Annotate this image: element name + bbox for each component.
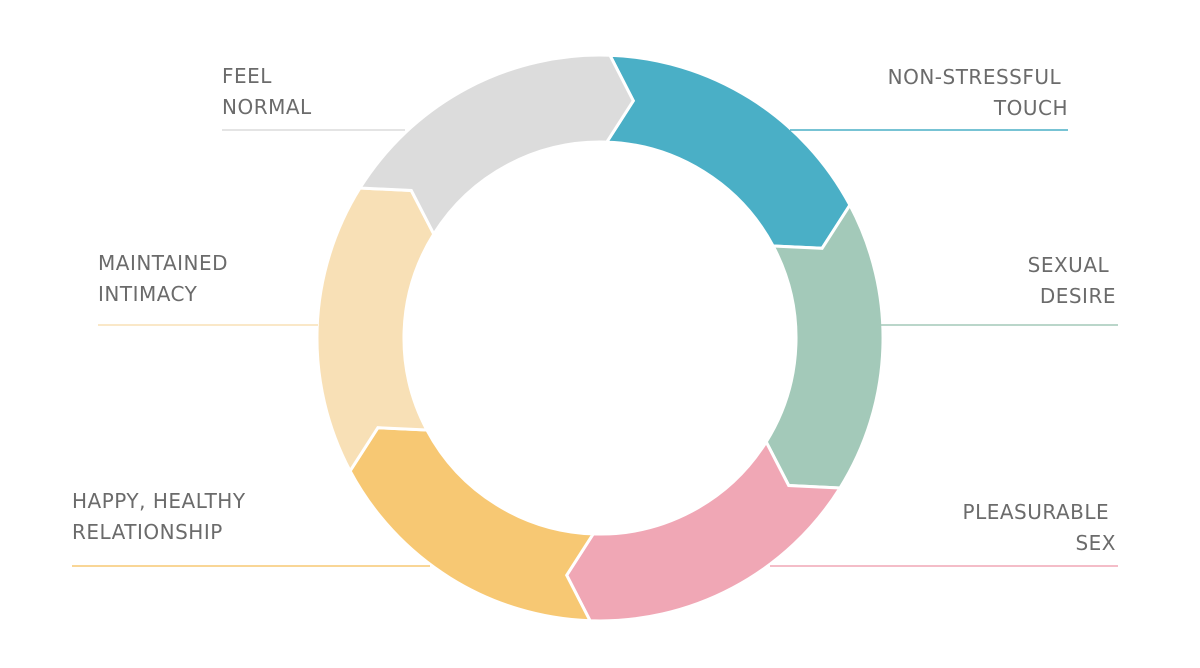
node-label: SEXUAL DESIRE bbox=[1028, 253, 1116, 308]
label-line: NORMAL bbox=[222, 95, 312, 119]
cycle-ring bbox=[315, 53, 885, 623]
node-label: PLEASURABLE SEX bbox=[963, 500, 1116, 555]
label-line: HAPPY, HEALTHY bbox=[72, 489, 246, 513]
node-label: MAINTAINED INTIMACY bbox=[98, 251, 235, 306]
label-line: PLEASURABLE bbox=[963, 500, 1110, 524]
label-line: SEX bbox=[1075, 531, 1116, 555]
cycle-segment bbox=[604, 53, 852, 250]
cycle-segment bbox=[764, 202, 885, 490]
label-line: NON-STRESSFUL bbox=[888, 65, 1062, 89]
cycle-segment bbox=[348, 426, 596, 623]
label-line: SEXUAL bbox=[1028, 253, 1110, 277]
cycle-segment bbox=[357, 53, 636, 238]
label-line: MAINTAINED bbox=[98, 251, 228, 275]
cycle-segment bbox=[315, 186, 436, 474]
node-label: FEEL NORMAL bbox=[222, 64, 312, 119]
label-line: INTIMACY bbox=[98, 282, 198, 306]
label-line: DESIRE bbox=[1040, 284, 1116, 308]
label-line: RELATIONSHIP bbox=[72, 520, 223, 544]
label-line: TOUCH bbox=[993, 96, 1068, 120]
label-line: FEEL bbox=[222, 64, 272, 88]
node-label: HAPPY, HEALTHY RELATIONSHIP bbox=[72, 489, 252, 544]
node-label: NON-STRESSFUL TOUCH bbox=[888, 65, 1068, 120]
